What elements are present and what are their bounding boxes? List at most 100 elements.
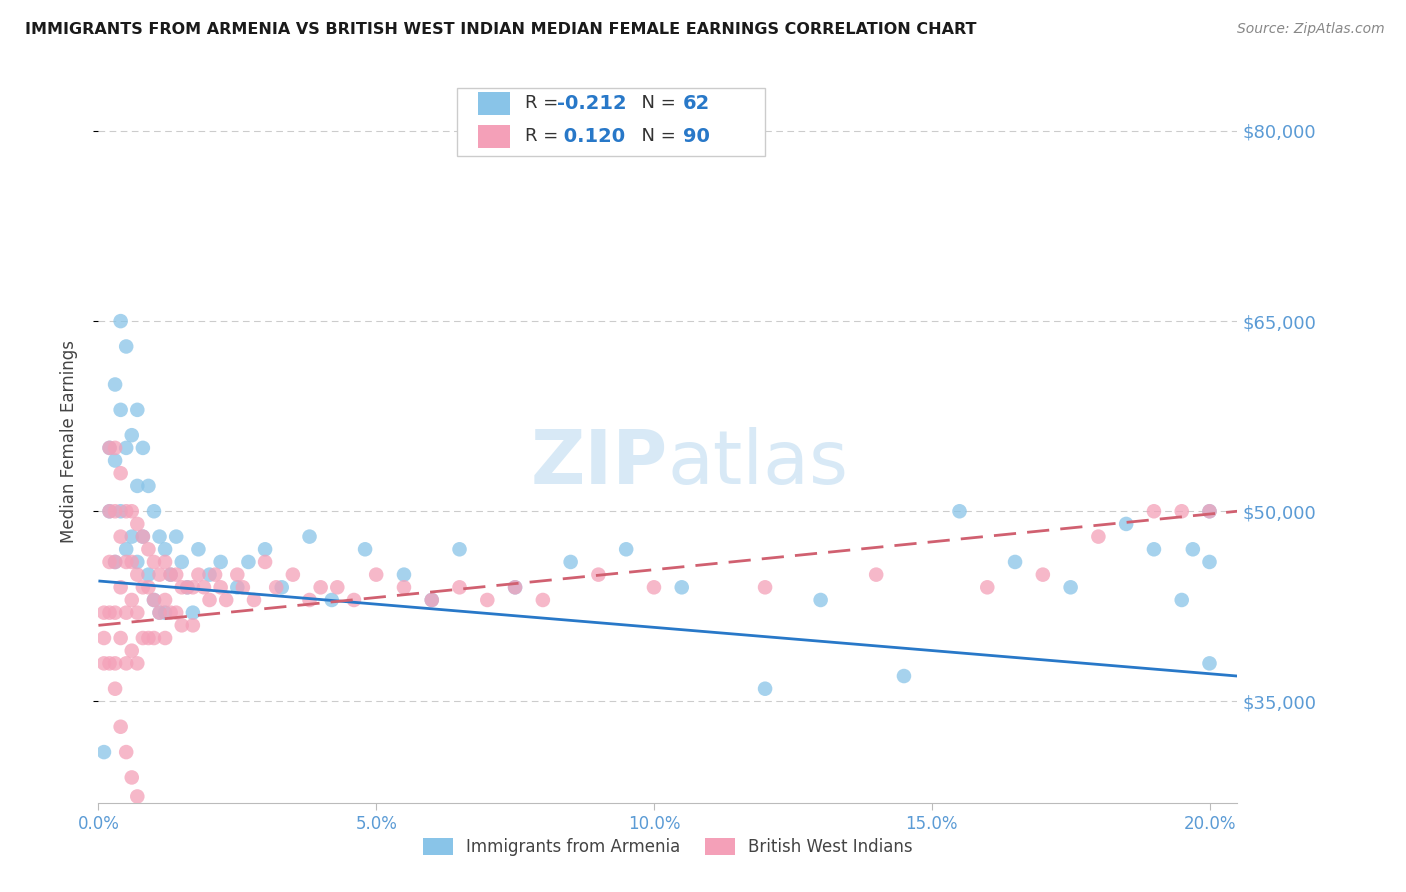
Point bbox=[810, 593, 832, 607]
Point bbox=[121, 771, 143, 785]
Point bbox=[181, 618, 204, 632]
Point bbox=[159, 567, 181, 582]
Point bbox=[110, 530, 132, 544]
Point bbox=[187, 567, 209, 582]
Point bbox=[1198, 504, 1220, 518]
Point bbox=[148, 530, 170, 544]
Point bbox=[143, 555, 166, 569]
Point bbox=[121, 504, 143, 518]
Point bbox=[181, 580, 204, 594]
Point bbox=[392, 567, 415, 582]
Point bbox=[98, 555, 121, 569]
Text: N =: N = bbox=[630, 128, 682, 145]
Text: R =: R = bbox=[526, 95, 564, 112]
Point bbox=[110, 402, 132, 417]
Point bbox=[671, 580, 693, 594]
Point bbox=[1170, 593, 1192, 607]
Point bbox=[115, 745, 138, 759]
Point bbox=[159, 567, 181, 582]
Point bbox=[354, 542, 377, 557]
Point bbox=[143, 593, 166, 607]
Point bbox=[1004, 555, 1026, 569]
Point bbox=[270, 580, 292, 594]
Point bbox=[187, 542, 209, 557]
Point bbox=[176, 580, 198, 594]
Point bbox=[226, 567, 249, 582]
Point bbox=[115, 339, 138, 353]
Point bbox=[121, 593, 143, 607]
Point bbox=[165, 567, 187, 582]
Point bbox=[121, 555, 143, 569]
Point bbox=[170, 555, 193, 569]
Point bbox=[1170, 504, 1192, 518]
Point bbox=[104, 377, 127, 392]
Point bbox=[477, 593, 499, 607]
Point bbox=[110, 580, 132, 594]
Point bbox=[193, 580, 215, 594]
Point bbox=[1032, 567, 1054, 582]
Point bbox=[104, 504, 127, 518]
Point bbox=[264, 580, 287, 594]
Point bbox=[115, 542, 138, 557]
Point bbox=[1115, 516, 1137, 531]
Point bbox=[93, 745, 115, 759]
Point bbox=[948, 504, 970, 518]
Point bbox=[127, 606, 149, 620]
Point bbox=[98, 441, 121, 455]
Point bbox=[198, 593, 221, 607]
Point bbox=[98, 504, 121, 518]
Point bbox=[198, 567, 221, 582]
Point bbox=[148, 606, 170, 620]
Point bbox=[148, 606, 170, 620]
Y-axis label: Median Female Earnings: Median Female Earnings bbox=[59, 340, 77, 543]
Point bbox=[115, 555, 138, 569]
Point bbox=[143, 631, 166, 645]
Point bbox=[132, 580, 155, 594]
Point bbox=[209, 555, 232, 569]
Point bbox=[643, 580, 665, 594]
Point bbox=[110, 504, 132, 518]
Legend: Immigrants from Armenia, British West Indians: Immigrants from Armenia, British West In… bbox=[416, 831, 920, 863]
Point bbox=[153, 555, 176, 569]
Point bbox=[121, 643, 143, 657]
Point bbox=[254, 555, 277, 569]
Point bbox=[420, 593, 443, 607]
Point bbox=[181, 606, 204, 620]
Text: 90: 90 bbox=[683, 127, 710, 146]
Point bbox=[588, 567, 610, 582]
Point bbox=[503, 580, 526, 594]
Point bbox=[976, 580, 998, 594]
Point bbox=[298, 593, 321, 607]
Point bbox=[98, 657, 121, 671]
Point bbox=[531, 593, 554, 607]
Point bbox=[165, 606, 187, 620]
Point bbox=[153, 631, 176, 645]
Point bbox=[98, 441, 121, 455]
Point bbox=[1198, 504, 1220, 518]
Point bbox=[215, 593, 238, 607]
Point bbox=[343, 593, 366, 607]
Point bbox=[127, 402, 149, 417]
Point bbox=[98, 606, 121, 620]
Text: IMMIGRANTS FROM ARMENIA VS BRITISH WEST INDIAN MEDIAN FEMALE EARNINGS CORRELATIO: IMMIGRANTS FROM ARMENIA VS BRITISH WEST … bbox=[25, 22, 977, 37]
Point bbox=[420, 593, 443, 607]
Point bbox=[170, 618, 193, 632]
Point bbox=[392, 580, 415, 594]
Point bbox=[754, 681, 776, 696]
Point bbox=[153, 593, 176, 607]
Point bbox=[104, 555, 127, 569]
Point bbox=[366, 567, 388, 582]
Point bbox=[138, 479, 160, 493]
Point bbox=[298, 530, 321, 544]
Point bbox=[209, 580, 232, 594]
Point bbox=[93, 606, 115, 620]
Point bbox=[503, 580, 526, 594]
Point bbox=[232, 580, 254, 594]
Text: 0.120: 0.120 bbox=[557, 127, 626, 146]
Point bbox=[449, 580, 471, 594]
Point bbox=[238, 555, 260, 569]
Point bbox=[104, 555, 127, 569]
Point bbox=[281, 567, 304, 582]
Point bbox=[104, 453, 127, 467]
Point bbox=[1198, 657, 1220, 671]
